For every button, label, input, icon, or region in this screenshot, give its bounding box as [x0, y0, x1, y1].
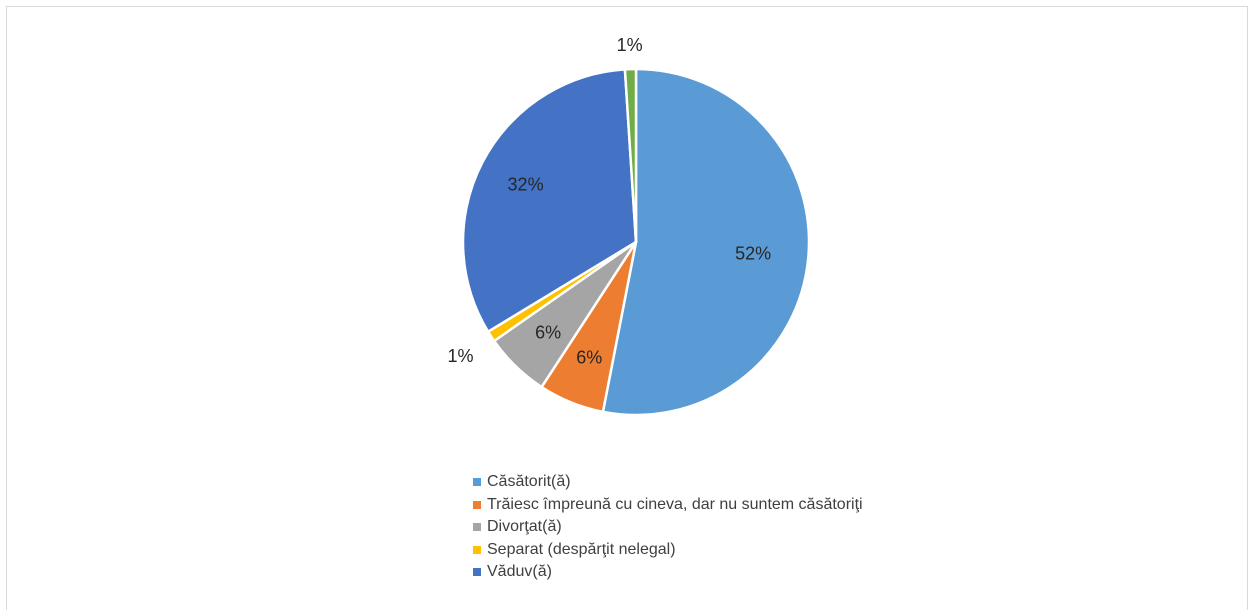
pie-data-label: 6% — [535, 323, 561, 343]
legend-swatch — [473, 500, 481, 509]
pie-data-label: 6% — [576, 347, 602, 367]
legend-label: Văduv(ă) — [487, 563, 552, 580]
legend-swatch — [473, 523, 481, 532]
legend: Căsătorit(ă) Trăiesc împreună cu cineva,… — [473, 471, 863, 584]
legend-item: Văduv(ă) — [473, 561, 863, 584]
legend-swatch — [473, 478, 481, 487]
legend-label: Separat (despărţit nelegal) — [487, 540, 676, 558]
pie-data-labels: 52% 6% 6% 1% 32% 1% — [448, 35, 772, 368]
legend-item: Trăiesc împreună cu cineva, dar nu sunte… — [473, 494, 863, 517]
legend-item: Căsătorit(ă) — [473, 471, 863, 494]
pie-slice — [623, 67, 638, 244]
pie-slice — [601, 67, 811, 417]
legend-label: Divorţat(ă) — [487, 518, 562, 535]
pie-slices — [461, 67, 811, 417]
legend-label: Trăiesc împreună cu cineva, dar nu sunte… — [487, 495, 863, 513]
legend-item: Separat (despărţit nelegal) — [473, 539, 863, 562]
pie-data-label: 1% — [448, 346, 474, 366]
pie-data-label: 52% — [735, 243, 771, 263]
pie-slice — [461, 68, 638, 333]
legend-item: Divorţat(ă) — [473, 516, 863, 539]
legend-swatch — [473, 545, 481, 554]
pie-data-label: 1% — [617, 35, 643, 55]
legend-swatch — [473, 568, 481, 577]
legend-label: Căsătorit(ă) — [487, 473, 571, 490]
pie-data-label: 32% — [508, 174, 544, 194]
